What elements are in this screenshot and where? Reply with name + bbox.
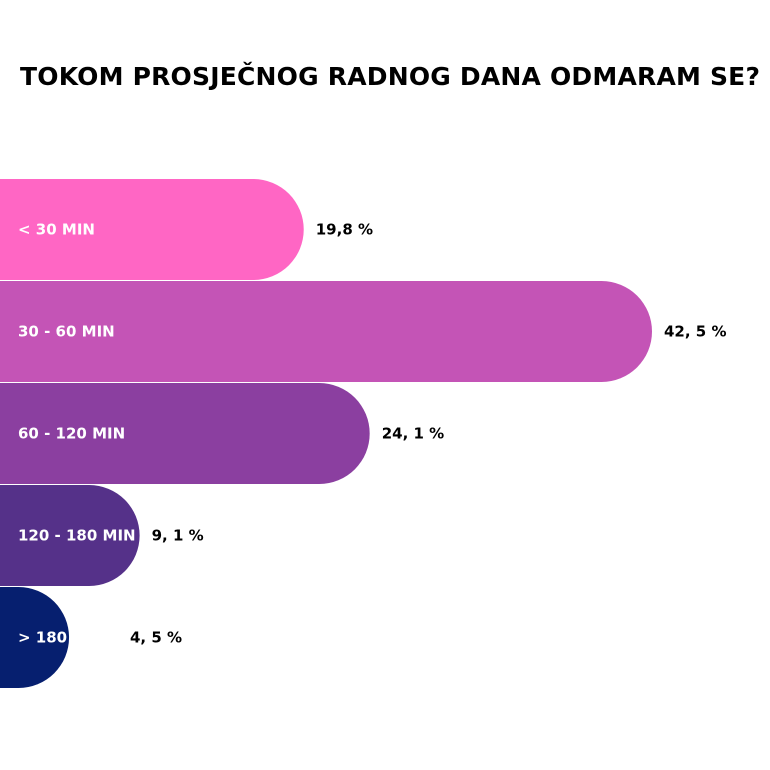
bar-2 xyxy=(0,383,370,484)
value-label-0: 19,8 % xyxy=(316,221,373,239)
category-label-0: < 30 MIN xyxy=(18,221,95,239)
category-label-4: > 180 MIN xyxy=(18,629,105,647)
category-label-1: 30 - 60 MIN xyxy=(18,323,115,341)
value-label-1: 42, 5 % xyxy=(664,323,726,341)
category-label-3: 120 - 180 MIN xyxy=(18,527,136,545)
value-label-4: 4, 5 % xyxy=(130,629,182,647)
value-label-3: 9, 1 % xyxy=(152,527,204,545)
bar-1 xyxy=(0,281,652,382)
bar-3 xyxy=(0,485,140,586)
chart-title: TOKOM PROSJEČNOG RADNOG DANA ODMARAM SE? xyxy=(20,62,761,91)
value-label-2: 24, 1 % xyxy=(382,425,444,443)
category-label-2: 60 - 120 MIN xyxy=(18,425,125,443)
bar-4 xyxy=(0,587,70,688)
bar-0 xyxy=(0,179,304,280)
